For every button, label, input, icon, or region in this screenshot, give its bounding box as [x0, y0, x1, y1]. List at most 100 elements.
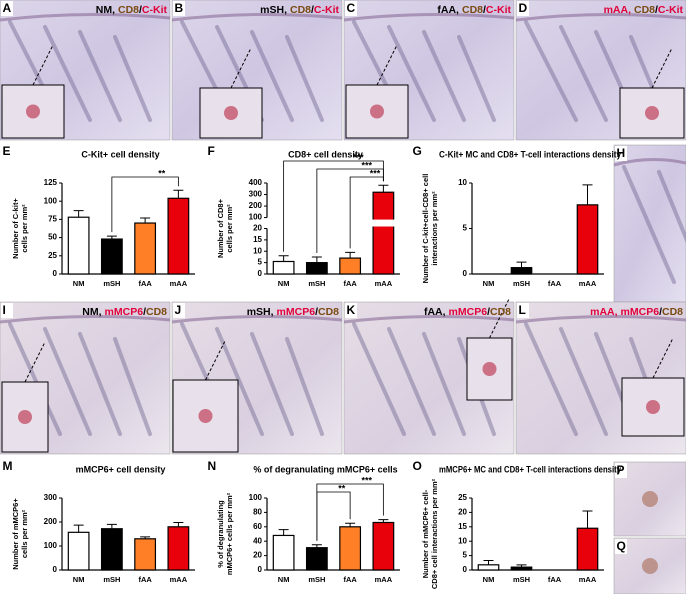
caption-part: CD8 — [490, 306, 511, 318]
error-bar — [582, 184, 593, 205]
hair-follicle — [387, 327, 436, 436]
inset-guide — [652, 337, 674, 379]
significance-label: *** — [370, 168, 381, 178]
y-axis-label-line: cells per mm² — [20, 204, 29, 253]
caption-part: / — [655, 4, 658, 16]
y-tick-label: 5 — [463, 224, 468, 233]
x-tick-label: fAA — [343, 279, 357, 288]
x-tick-label: mSH — [103, 575, 120, 584]
inset-cell — [198, 409, 213, 423]
x-tick-label: NM — [278, 279, 290, 288]
error-bar — [311, 544, 322, 548]
cell — [642, 558, 658, 574]
hair-follicle — [524, 322, 578, 436]
significance-label: ** — [158, 168, 166, 178]
y-tick-label: 10 — [253, 246, 262, 255]
epidermis — [515, 314, 686, 324]
inset-cell — [370, 104, 384, 119]
y-axis-label-line: Number of mMCP6+ cell- — [421, 489, 430, 578]
x-tick-label: NM — [73, 575, 85, 584]
hair-follicle — [43, 25, 92, 122]
caption-part: CD8 — [662, 306, 683, 318]
y-tick-label: 5 — [258, 258, 263, 267]
y-axis-label-line: mMCP6+ cells per mm² — [225, 492, 234, 575]
significance-label: *** — [361, 160, 372, 170]
panel-letter: A — [3, 1, 12, 15]
panel-letter-bg — [615, 539, 627, 554]
x-tick-label: mAA — [579, 575, 597, 584]
significance-bracket — [111, 176, 179, 233]
panel-caption: mAA, mMCP6/CD8 — [590, 306, 683, 318]
caption-part: mSH, — [247, 306, 274, 318]
micrograph-panel: P — [613, 461, 686, 537]
panel-caption: fAA, mMCP6/CD8 — [424, 306, 511, 318]
error-bar — [106, 523, 117, 529]
chart-title: CD8+ cell density — [288, 149, 363, 159]
y-tick-label: 100 — [44, 196, 58, 205]
y-tick-label: 75 — [48, 215, 57, 224]
x-tick-label: mAA — [375, 575, 393, 584]
panel-caption: NM, mMCP6/CD8 — [82, 306, 167, 318]
y-axis-label-line: cells per mm² — [225, 204, 234, 253]
bar — [576, 527, 599, 571]
panel-caption: fAA, CD8/C-Kit — [437, 4, 511, 16]
y-axis-label: Number of C-kit+cells per mm² — [11, 198, 29, 259]
epidermis — [0, 314, 171, 324]
caption-part: / — [659, 306, 662, 318]
bar — [510, 267, 533, 275]
caption-part: mAA, — [604, 4, 632, 16]
panel-letter: L — [519, 303, 526, 317]
panel-letter: E — [3, 144, 11, 158]
panel-letter-bg — [173, 1, 185, 16]
error-bar — [278, 255, 289, 262]
hair-follicle — [113, 35, 152, 122]
panel-letter-bg — [345, 303, 357, 318]
inset-guide — [651, 47, 673, 89]
caption-part: mSH, — [260, 4, 287, 16]
caption-part: CD8 — [462, 4, 483, 16]
panel-letter: M — [3, 459, 13, 473]
panel-letter-bg — [615, 463, 627, 478]
error-bar — [173, 521, 184, 527]
bar — [576, 204, 599, 275]
x-tick-label: NM — [73, 279, 85, 288]
panel-letter-bg — [173, 303, 185, 318]
hair-follicle — [250, 30, 294, 122]
y-tick-label: 200 — [44, 517, 58, 526]
y-tick-label: 20 — [458, 508, 467, 517]
y-tick-label: 0 — [258, 565, 263, 574]
x-tick-label: mSH — [308, 279, 325, 288]
panel-letter: O — [413, 459, 422, 473]
y-axis-label: Number of CD8+cells per mm² — [216, 198, 234, 258]
y-tick-label: 0 — [53, 269, 58, 278]
caption-part: / — [315, 306, 318, 318]
panel-caption: mAA, CD8/C-Kit — [604, 4, 684, 16]
chart-title: mMCP6+ cell density — [76, 464, 166, 474]
error-bar — [173, 189, 184, 199]
y-axis-label: Number of mMCP6+ cell-CD8+ cell interact… — [421, 478, 439, 589]
bar — [100, 528, 123, 571]
y-tick-label: 100 — [249, 493, 263, 502]
panel-letter-bg — [517, 1, 529, 16]
hair-follicle — [657, 170, 686, 244]
y-tick-label: 15 — [253, 235, 262, 244]
bar — [167, 526, 190, 571]
y-tick-label: 40 — [253, 536, 262, 545]
inset-cell — [26, 104, 40, 119]
chart-title: C-Kit+ cell density — [81, 149, 159, 159]
caption-part: / — [483, 4, 486, 16]
panel-letter-bg — [206, 459, 218, 474]
y-axis-label-line: % of degranulating — [216, 500, 225, 568]
y-tick-label: 10 — [458, 178, 467, 187]
caption-part: NM, — [82, 306, 101, 318]
caption-part: fAA, — [437, 4, 459, 16]
chart-title: mMCP6+ MC and CD8+ T-cell interactions d… — [439, 464, 621, 474]
chart: N % of degranulating mMCP6+ cells % of deg… — [206, 459, 400, 584]
caption-part: CD8 — [146, 306, 167, 318]
panel-letter: Q — [617, 539, 626, 553]
caption-part: CD8 — [634, 4, 655, 16]
panel-letter: I — [3, 303, 6, 317]
